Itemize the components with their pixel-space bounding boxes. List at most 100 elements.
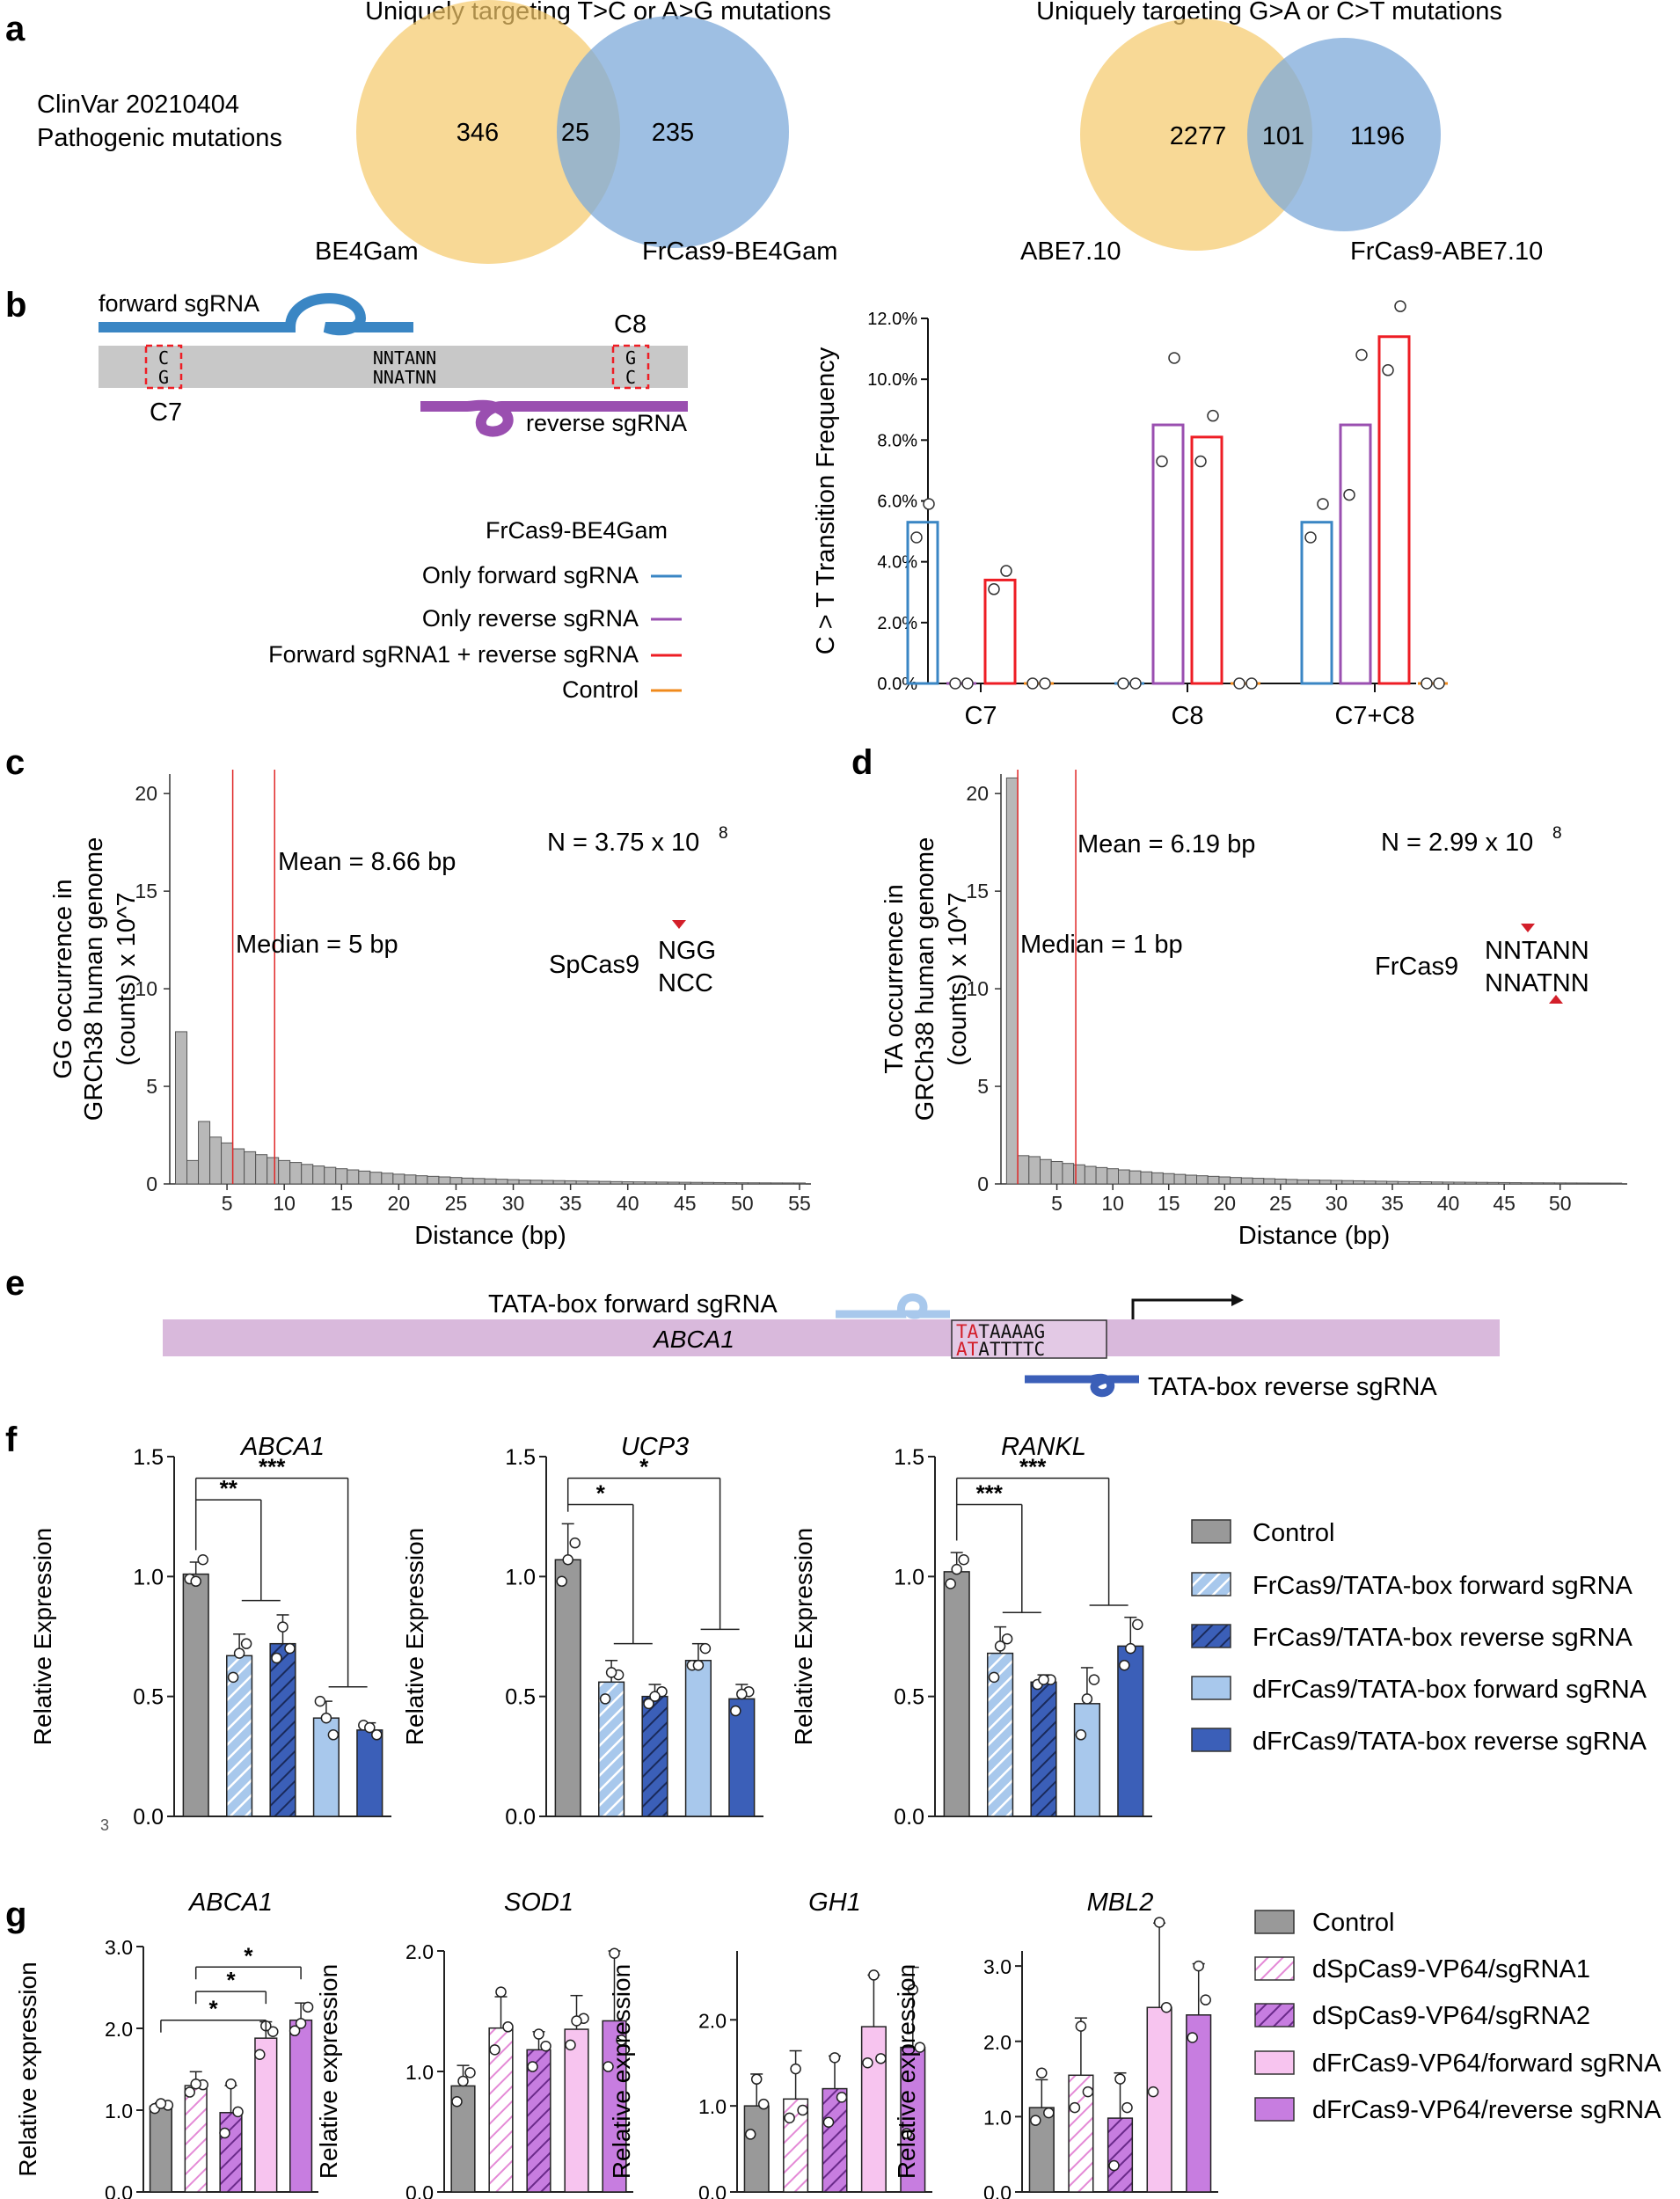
venn-2-left-circle	[1080, 18, 1312, 251]
y-tick-label: 8.0%	[877, 431, 917, 450]
legend-f-swatch-2	[1191, 1624, 1231, 1648]
venn-1-right-count: 235	[652, 119, 694, 147]
venn-1-right-circle	[557, 16, 789, 248]
histogram-bar	[1062, 1163, 1075, 1185]
y-tick-label: 0	[146, 1173, 157, 1195]
legend-g-swatch-4	[1254, 2097, 1295, 2122]
venn-row-label-2: Pathogenic mutations	[37, 124, 282, 152]
histogram-bar	[415, 1175, 428, 1185]
cut-site-marker-bottom	[1549, 995, 1563, 1004]
histogram-bar	[369, 1172, 383, 1185]
data-point	[757, 2098, 770, 2110]
bar	[906, 521, 939, 685]
histogram-bar	[324, 1166, 337, 1185]
data-point	[464, 2067, 476, 2078]
sig-stars: *	[226, 1967, 236, 1993]
histogram-bar	[1375, 1180, 1388, 1185]
data-point	[1160, 2001, 1172, 2013]
bar	[254, 2037, 278, 2193]
histogram-bar	[587, 1180, 600, 1185]
histogram-bar	[1207, 1175, 1220, 1185]
y-tick-label: 2.0	[698, 2009, 727, 2032]
x-tick-label: 45	[674, 1192, 697, 1215]
data-point	[914, 2042, 926, 2053]
data-point	[1082, 2086, 1094, 2098]
bar	[1151, 423, 1185, 685]
bar	[1377, 335, 1411, 685]
tss-arrow-head	[1231, 1294, 1244, 1306]
data-point	[1075, 2020, 1087, 2032]
legend-f-swatch-4	[1191, 1728, 1231, 1752]
histogram-bar	[552, 1180, 566, 1185]
legend-g-label-1: dSpCas9-VP64/sgRNA1	[1312, 1955, 1590, 1983]
histogram-bar	[1162, 1173, 1175, 1185]
bar	[1339, 423, 1372, 685]
histogram-bar	[232, 1148, 245, 1185]
legend-f-swatch-3	[1191, 1676, 1231, 1700]
legend-f-label-0: Control	[1253, 1519, 1335, 1547]
data-point	[1038, 1674, 1049, 1685]
histogram-bar	[770, 1182, 783, 1185]
enzyme-label: SpCas9	[549, 951, 639, 979]
histogram-bar	[1084, 1165, 1097, 1185]
data-point	[790, 2063, 801, 2075]
histogram-bar	[209, 1136, 223, 1185]
y-tick-label: 1.0	[505, 1565, 536, 1589]
sig-stars: *	[596, 1480, 606, 1507]
panel-e: ABCA1 TATA-box forward sgRNA TATAAAAG AT…	[163, 1290, 1500, 1401]
histogram-bar	[381, 1173, 394, 1185]
data-point	[271, 1652, 282, 1664]
data-point	[295, 2018, 307, 2029]
histogram-bar	[1465, 1181, 1477, 1185]
venn-1-left-circle	[356, 0, 620, 264]
data-point	[1168, 352, 1180, 364]
legend-f-label-3: dFrCas9/TATA-box forward sgRNA	[1253, 1676, 1647, 1704]
pam-bottom: NCC	[658, 969, 713, 997]
y-tick-label: 12.0%	[867, 310, 917, 329]
histogram-bar	[1140, 1171, 1153, 1185]
x-tick-label: 25	[445, 1192, 468, 1215]
histogram-bar	[1341, 1180, 1355, 1185]
bar	[983, 578, 1017, 685]
data-point	[829, 2052, 841, 2064]
panel-letter-e: e	[5, 1264, 25, 1303]
data-point	[1156, 455, 1168, 468]
y-tick-label: 10	[966, 977, 989, 1000]
histogram-bar	[724, 1182, 737, 1185]
histogram-bar	[690, 1181, 703, 1185]
y-tick-label: 0.0	[983, 2181, 1012, 2199]
data-point	[451, 2096, 463, 2108]
x-tick-label: 10	[273, 1192, 296, 1215]
sig-stars: **	[220, 1475, 238, 1501]
abca1-promoter-bar	[163, 1319, 1500, 1356]
x-tick-label: 10	[1101, 1192, 1124, 1215]
y-tick-label: 0.0	[698, 2181, 727, 2199]
bar	[943, 1571, 970, 1817]
y-tick-label: 10	[135, 977, 157, 1000]
histogram-bar	[1386, 1180, 1399, 1185]
x-axis-label: Distance (bp)	[1238, 1222, 1390, 1250]
data-point	[1030, 2115, 1041, 2126]
data-point	[1129, 677, 1142, 690]
bar	[1068, 2074, 1094, 2193]
y-tick-label: 6.0%	[877, 493, 917, 512]
histogram-bar	[1240, 1177, 1253, 1185]
cut-site-marker-top	[1521, 924, 1535, 932]
data-point	[599, 1693, 611, 1705]
x-tick-label: C7+C8	[1334, 702, 1414, 730]
histogram-bar	[221, 1142, 234, 1185]
y-axis-label: Relative Expression	[790, 1528, 817, 1745]
chart-title: RANKL	[1001, 1433, 1086, 1461]
y-tick-label: 20	[135, 782, 157, 805]
chart-g-abca1: 0.0 1.0 2.0 3.0 Relative expression ABCA1 * * *	[14, 1889, 318, 2199]
bar	[269, 1642, 296, 1817]
c8-top-base: G	[625, 347, 636, 369]
data-point	[184, 2086, 195, 2098]
venn-1-left-count: 346	[457, 119, 499, 147]
histogram-bar	[712, 1181, 726, 1185]
data-point	[289, 2025, 301, 2037]
histogram-bar	[1151, 1172, 1164, 1185]
median-label: Median = 1 bp	[1020, 931, 1183, 959]
